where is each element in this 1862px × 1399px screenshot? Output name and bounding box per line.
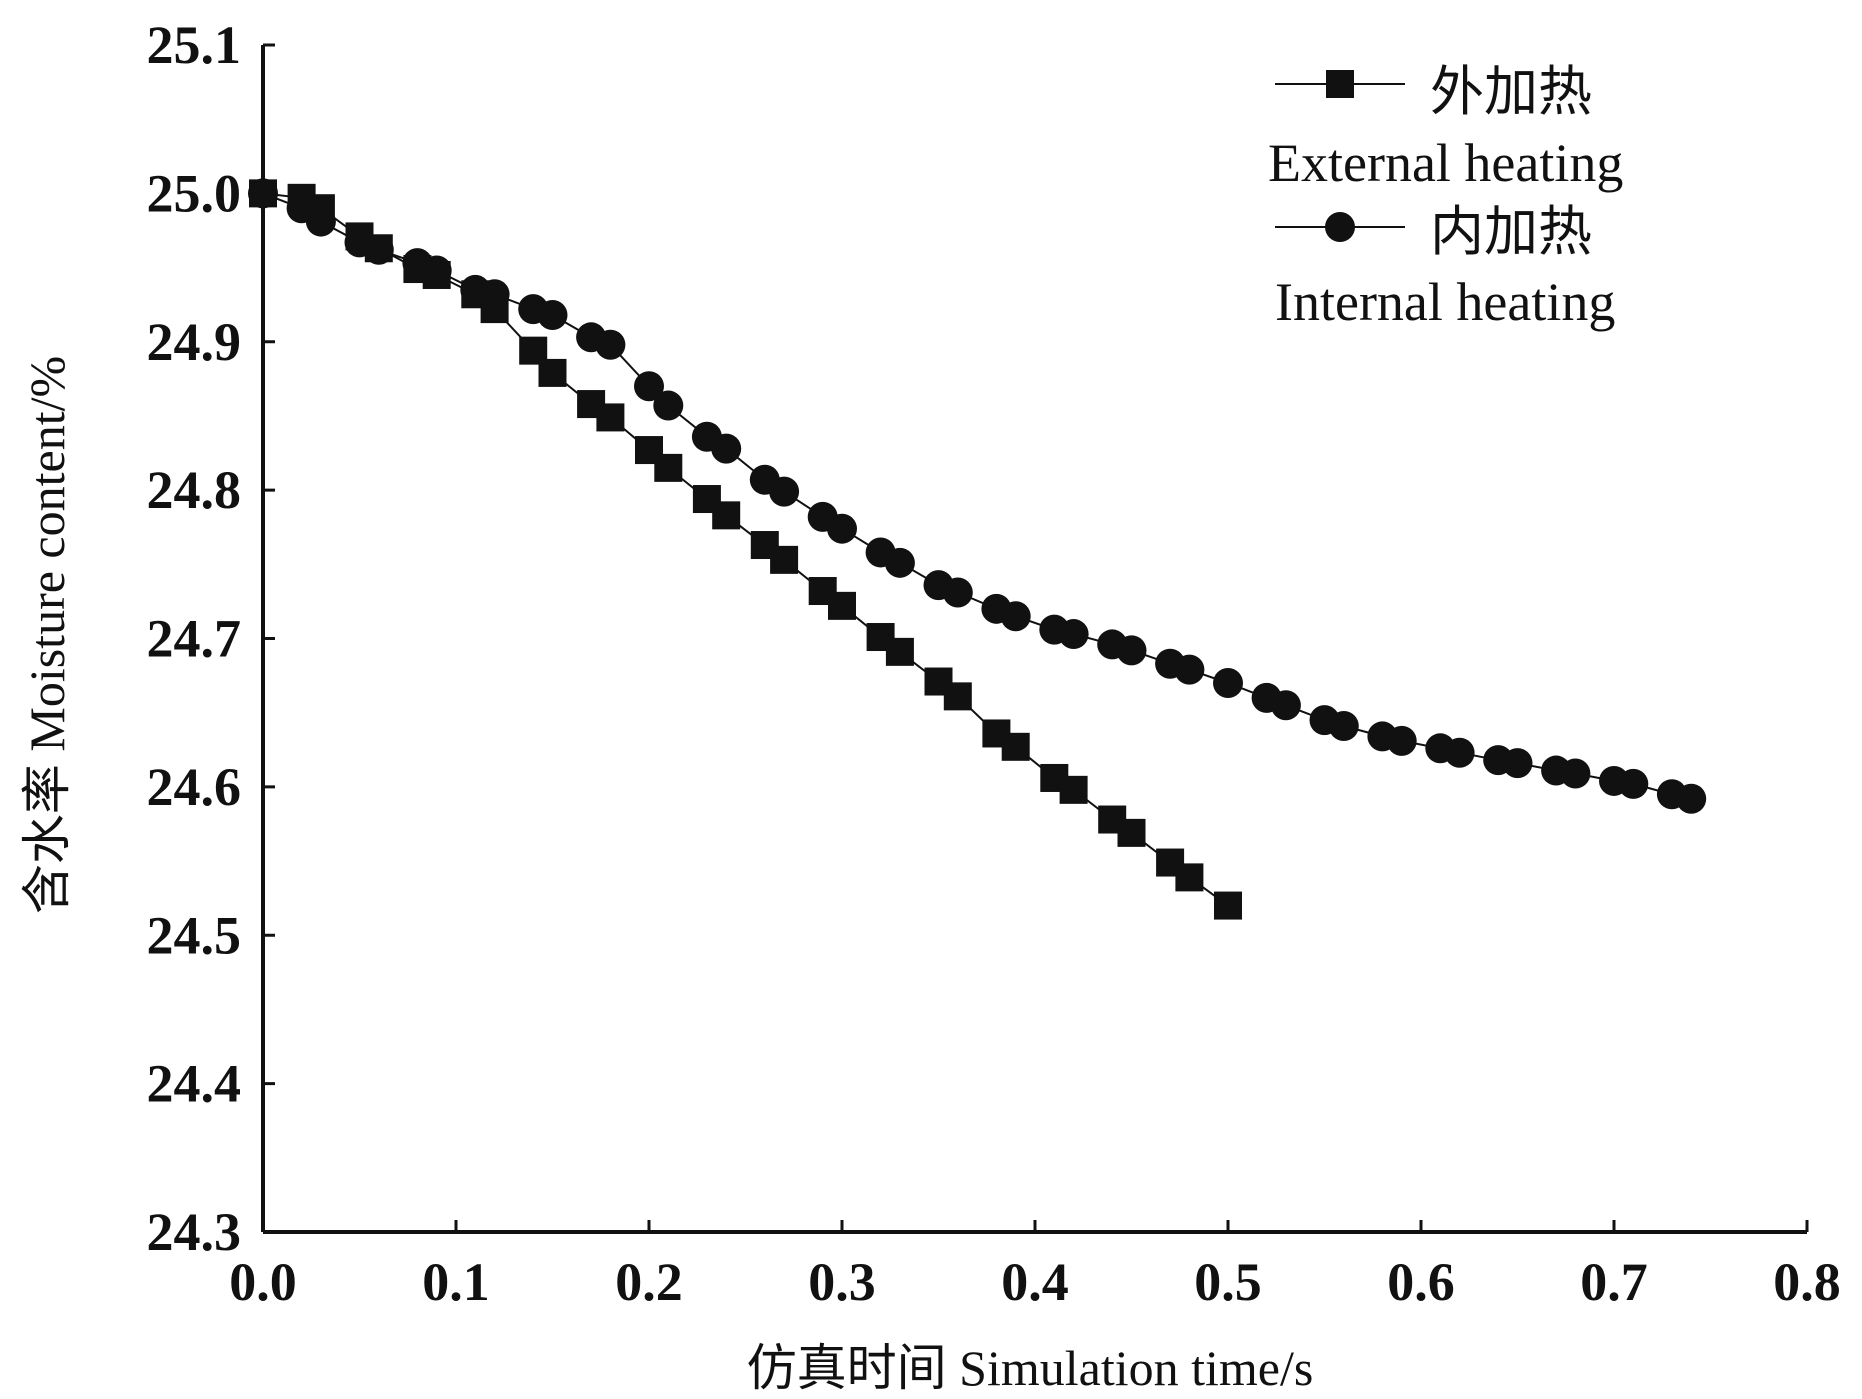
data-point-internal-heating — [711, 433, 742, 464]
legend-label-external-cn: 外加热 — [1430, 62, 1592, 122]
data-point-internal-heating — [421, 255, 452, 286]
data-point-internal-heating — [595, 329, 626, 360]
y-tick-label: 24.5 — [147, 905, 242, 965]
data-point-internal-heating — [1058, 619, 1089, 650]
data-point-external-heating — [596, 403, 625, 432]
data-point-internal-heating — [248, 178, 278, 209]
x-tick-label: 0.5 — [1194, 1252, 1262, 1312]
legend-square-marker — [1326, 70, 1354, 98]
x-tick-label: 0.6 — [1387, 1252, 1455, 1312]
data-point-internal-heating — [1213, 668, 1243, 699]
data-point-internal-heating — [1386, 725, 1417, 756]
data-point-external-heating — [538, 358, 567, 387]
data-point-internal-heating — [884, 547, 915, 578]
ticks: 0.0 0.1 0.2 0.3 0.4 0.5 0.6 0.7 0.8 24.3 24.4 24.5 2… — [147, 15, 1841, 1312]
legend-label-external-en: External heating — [1268, 133, 1623, 193]
legend-label-internal-en: Internal heating — [1275, 272, 1615, 332]
data-point-internal-heating — [363, 234, 394, 265]
data-point-external-heating — [654, 453, 683, 482]
data-point-internal-heating — [634, 371, 664, 402]
data-point-external-heating — [712, 501, 741, 530]
data-point-external-heating — [1117, 818, 1146, 847]
data-point-internal-heating — [769, 476, 800, 507]
data-point-internal-heating — [479, 279, 510, 310]
x-tick-label: 0.0 — [229, 1252, 297, 1312]
data-point-internal-heating — [1444, 737, 1475, 768]
x-tick-label: 0.8 — [1773, 1252, 1841, 1312]
y-tick-label: 24.7 — [147, 609, 242, 669]
data-point-internal-heating — [1116, 635, 1147, 666]
data-point-internal-heating — [537, 300, 568, 331]
y-tick-label: 25.0 — [147, 163, 242, 223]
y-tick-label: 24.9 — [147, 312, 242, 372]
data-point-external-heating — [828, 591, 856, 620]
legend-circle-marker — [1325, 212, 1355, 242]
data-point-external-heating — [1214, 891, 1242, 920]
data-point-external-heating — [1175, 863, 1204, 892]
data-point-external-heating — [770, 545, 799, 574]
data-point-internal-heating — [942, 577, 973, 608]
y-tick-label: 24.3 — [147, 1202, 242, 1262]
data-point-internal-heating — [305, 206, 336, 237]
y-tick-label: 24.8 — [147, 460, 242, 520]
x-tick-label: 0.1 — [422, 1252, 490, 1312]
data-point-external-heating — [885, 637, 914, 666]
data-point-internal-heating — [1676, 783, 1707, 814]
legend-entry-external: 外加热 External heating — [1268, 62, 1623, 193]
x-axis-title: 仿真时间 Simulation time/s — [747, 1340, 1314, 1394]
data-point-external-heating — [1001, 732, 1030, 761]
x-tick-label: 0.3 — [808, 1252, 876, 1312]
data-point-internal-heating — [1502, 748, 1533, 779]
x-tick-label: 0.7 — [1580, 1252, 1648, 1312]
data-point-external-heating — [1059, 775, 1088, 804]
series — [248, 178, 1707, 920]
y-tick-label: 24.6 — [147, 757, 242, 817]
x-tick-label: 0.2 — [615, 1252, 683, 1312]
data-point-internal-heating — [1000, 601, 1031, 632]
legend: 外加热 External heating 内加热 Internal heatin… — [1268, 62, 1623, 332]
data-point-internal-heating — [1270, 690, 1301, 721]
data-point-external-heating — [943, 682, 972, 711]
data-point-internal-heating — [827, 513, 857, 544]
data-point-internal-heating — [653, 390, 684, 421]
data-point-internal-heating — [1174, 654, 1205, 685]
legend-label-internal-cn: 内加热 — [1430, 202, 1592, 262]
data-point-internal-heating — [1328, 711, 1359, 742]
x-tick-label: 0.4 — [1001, 1252, 1069, 1312]
y-tick-label: 24.4 — [147, 1054, 242, 1114]
y-axis-title: 含水率 Moisture content/% — [19, 356, 75, 914]
data-point-internal-heating — [1560, 758, 1591, 789]
y-tick-label: 25.1 — [147, 15, 242, 75]
legend-entry-internal: 内加热 Internal heating — [1275, 202, 1615, 332]
data-point-internal-heating — [1618, 768, 1649, 799]
